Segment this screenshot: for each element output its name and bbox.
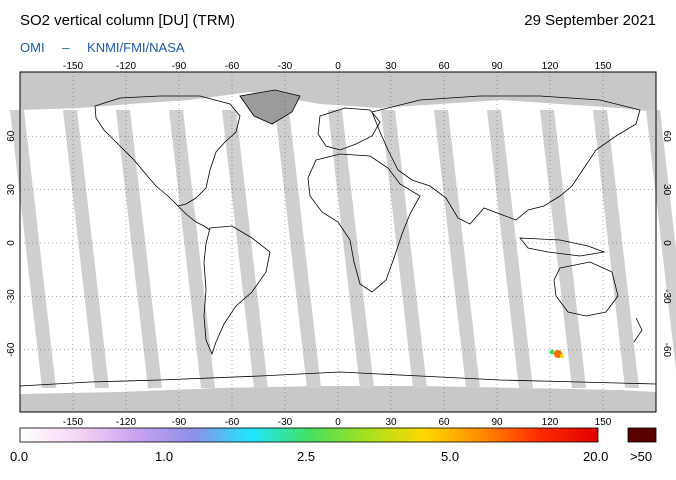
longitude-tick-label: 150 [595,61,612,72]
map-title: SO2 vertical column [DU] (TRM) [20,12,236,29]
greenland [239,89,301,125]
antarctica [19,371,657,387]
asia [371,95,641,225]
latitude-ticks-left: 60 30 0 -30 -60 [6,130,17,357]
latitude-ticks-right: 60 30 0 -30 -60 [661,131,672,358]
longitude-tick-label: 120 [542,61,559,72]
longitude-tick-label: 30 [385,61,397,72]
orbit-gap-band [328,110,374,388]
orbit-gap-band [593,110,639,388]
so2-hotspot [549,349,564,358]
colorbar-label-3: 5.0 [441,449,460,464]
orbit-gap-band [10,110,56,388]
longitude-tick-label: 90 [491,417,503,428]
longitude-tick-label: -90 [172,417,187,428]
longitude-tick-label: -30 [278,61,293,72]
longitude-tick-label: 30 [385,417,397,428]
longitude-tick-label: -30 [278,417,293,428]
latitude-tick-label: -60 [661,343,672,358]
latitude-tick-label: -30 [661,289,672,304]
longitude-tick-label: 120 [542,417,559,428]
longitude-tick-label: 0 [335,61,341,72]
longitude-tick-label: 60 [438,417,450,428]
longitude-tick-label: 60 [438,61,450,72]
longitude-tick-label: -60 [225,417,240,428]
latitude-tick-label: -60 [6,342,17,357]
orbit-gap-band [222,110,268,388]
orbit-gap-band [434,110,480,388]
orbit-gap-band [275,110,321,388]
credit-line: OMI – KNMI/FMI/NASA [20,40,199,55]
latitude-tick-label: 60 [6,130,17,142]
orbit-gap-bands [10,110,676,388]
orbit-gap-band [169,110,215,388]
colorbar-overflow-label: >50 [630,449,653,464]
longitude-ticks-bottom: -150 -120 -90 -60 -30 0 30 60 90 120 150 [63,417,612,428]
australia [553,261,619,317]
europe [317,107,381,151]
latitude-tick-label: -30 [6,289,17,304]
longitude-tick-label: 90 [491,61,503,72]
latitude-tick-label: 60 [661,131,672,143]
orbit-gap-band [646,110,676,371]
colorbar-label-0: 0.0 [10,449,29,464]
longitude-tick-label: -120 [116,417,136,428]
south-america [203,225,271,356]
longitude-tick-label: -90 [172,61,187,72]
credit-separator: – [62,40,70,55]
colorbar [19,427,599,443]
orbit-gap-band [63,110,109,388]
longitude-tick-label: -150 [63,61,83,72]
latitude-tick-label: 30 [6,184,17,196]
longitude-ticks-top: -150 -120 -90 -60 -30 0 30 60 90 120 150 [63,61,612,72]
longitude-tick-label: -150 [63,417,83,428]
africa [307,153,421,293]
credit-institutions: KNMI/FMI/NASA [87,40,185,55]
orbit-gap-band [487,110,533,388]
north-america [94,95,241,207]
latitude-tick-label: 0 [661,240,672,246]
latitude-tick-label: 0 [6,240,17,246]
colorbar-overflow-swatch [627,427,657,443]
map-date: 29 September 2021 [524,12,656,29]
credit-instrument: OMI [20,40,45,55]
new-zealand [633,317,643,343]
colorbar-label-2: 2.5 [297,449,316,464]
indonesia [519,237,606,257]
longitude-tick-label: -120 [116,61,136,72]
orbit-gap-band [116,110,162,388]
longitude-tick-label: 0 [335,417,341,428]
orbit-gap-band [381,110,427,388]
longitude-tick-label: -60 [225,61,240,72]
colorbar-label-4: 20.0 [583,449,609,464]
latitude-tick-label: 30 [661,184,672,196]
central-america [177,205,211,231]
orbit-gap-band [540,110,586,388]
continents [19,89,657,387]
longitude-tick-label: 150 [595,417,612,428]
graticule [20,72,656,412]
colorbar-label-1: 1.0 [155,449,174,464]
